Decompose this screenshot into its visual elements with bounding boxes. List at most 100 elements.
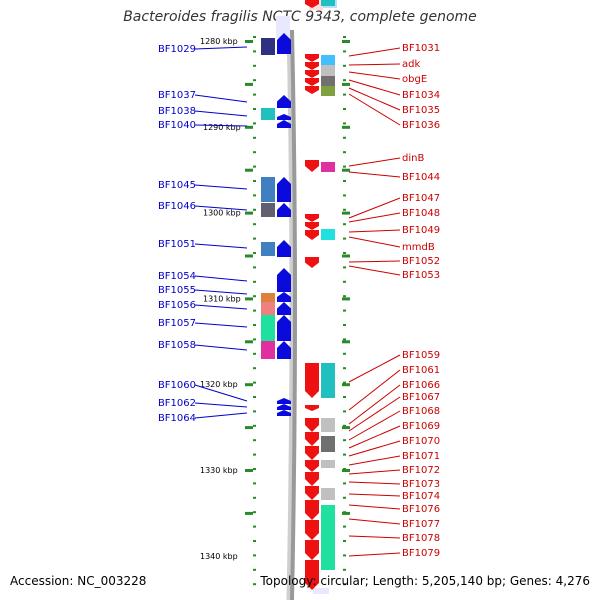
leader-line [194, 344, 248, 351]
reverse-gene-arrow [305, 520, 319, 540]
forward-gene-arrow [277, 398, 291, 404]
gene-label-bf1060: BF1060 [158, 380, 196, 391]
reverse-gene-arrow [305, 500, 319, 520]
map-title: Bacteroides fragilis NCTC 9343, complete… [123, 9, 477, 25]
gene-label-bf1046: BF1046 [158, 201, 196, 212]
forward-gene-box [261, 108, 275, 120]
minor-tick [253, 151, 256, 154]
leader-line [348, 229, 401, 233]
major-tick [342, 40, 350, 43]
reverse-gene-box [321, 86, 335, 96]
gene-label-bf1037: BF1037 [158, 90, 196, 101]
minor-tick [253, 108, 256, 110]
reverse-gene-arrow [305, 472, 319, 486]
gene-label-bf1035: BF1035 [402, 105, 440, 116]
forward-gene-box [261, 38, 275, 55]
leader-line [348, 354, 401, 383]
gene-label-bf1068: BF1068 [402, 406, 440, 417]
reverse-gene-box [321, 162, 335, 172]
minor-tick [343, 151, 346, 154]
gene-label-bf1059: BF1059 [402, 350, 440, 361]
reverse-gene-box [321, 505, 335, 570]
gene-label-bf1038: BF1038 [158, 106, 196, 117]
major-tick [342, 211, 350, 215]
reverse-gene-box [321, 65, 335, 76]
scale-label: 1300 kbp [203, 209, 241, 218]
gene-label-bf1069: BF1069 [402, 421, 440, 432]
gene-label-bf1055: BF1055 [158, 285, 196, 296]
reverse-gene-arrow [305, 363, 319, 398]
minor-tick [253, 79, 256, 82]
minor-tick [253, 136, 256, 139]
minor-tick [343, 482, 346, 485]
leader-line [348, 87, 401, 111]
major-tick [245, 211, 253, 215]
scale-label: 1310 kbp [203, 294, 241, 303]
minor-tick [253, 511, 256, 514]
outer-right-ticks [342, 36, 350, 586]
minor-tick [343, 295, 346, 298]
minor-tick [343, 122, 346, 125]
reverse-gene-arrow [305, 257, 319, 268]
minor-tick [343, 266, 346, 269]
reverse-gene-arrow [305, 78, 319, 86]
minor-tick [343, 208, 346, 211]
reverse-gene-arrow [305, 432, 319, 446]
leader-line [348, 384, 401, 425]
leader-line [194, 289, 248, 295]
reverse-gene-box [321, 55, 335, 65]
minor-tick [253, 324, 256, 326]
major-tick [245, 383, 253, 387]
minor-tick [343, 540, 346, 542]
leader-line [194, 304, 248, 310]
forward-gene-arrow [277, 95, 291, 108]
minor-tick [253, 180, 256, 182]
major-tick [245, 82, 253, 86]
minor-tick [253, 583, 256, 586]
leader-line [194, 94, 248, 103]
minor-tick [253, 381, 256, 384]
minor-tick [343, 79, 346, 82]
leader-line [348, 260, 401, 263]
major-tick [245, 297, 253, 301]
minor-tick [253, 295, 256, 298]
minor-tick [343, 180, 346, 182]
leader-line [348, 236, 401, 248]
forward-gene-arrow [277, 315, 291, 341]
minor-tick [343, 410, 346, 413]
gene-label-bf1061: BF1061 [402, 365, 440, 376]
forward-gene-arrow [277, 177, 291, 202]
reverse-gene-box [321, 363, 335, 398]
gene-label-bf1044: BF1044 [402, 172, 440, 183]
major-tick [245, 426, 253, 430]
minor-tick [253, 252, 256, 254]
minor-tick [343, 554, 346, 557]
minor-tick [253, 64, 256, 67]
leader-line [348, 157, 401, 167]
minor-tick [253, 410, 256, 413]
gene-label-bf1057: BF1057 [158, 318, 196, 329]
gene-label-bf1056: BF1056 [158, 300, 196, 311]
minor-tick [253, 568, 256, 571]
gene-label-bf1051: BF1051 [158, 239, 196, 250]
gene-label-bf1034: BF1034 [402, 90, 440, 101]
reverse-gene-box [321, 460, 335, 468]
leader-line [194, 275, 248, 282]
reverse-strand-features [305, 0, 335, 590]
leader-line [348, 396, 401, 432]
leader-line [348, 265, 401, 276]
forward-gene-arrow [277, 203, 291, 217]
minor-tick [343, 93, 346, 96]
leader-line [348, 71, 401, 80]
forward-gene-box [261, 242, 275, 256]
reverse-gene-arrow [305, 62, 319, 70]
minor-tick [253, 309, 256, 312]
reverse-gene-arrow [305, 0, 319, 8]
gene-label-bf1054: BF1054 [158, 271, 196, 282]
scale-label: 1320 kbp [200, 380, 238, 389]
minor-tick [253, 424, 256, 427]
scale-label: 1330 kbp [200, 466, 238, 475]
major-tick [342, 426, 350, 430]
minor-tick [253, 165, 256, 168]
leader-line [348, 197, 401, 219]
